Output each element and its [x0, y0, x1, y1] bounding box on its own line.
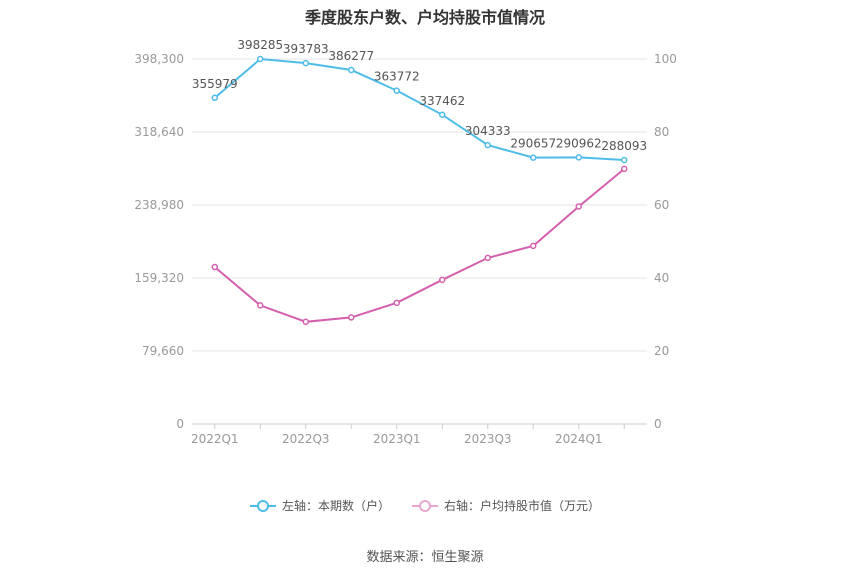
y-right-tick-label: 60	[654, 198, 669, 212]
y-left-tick-label: 318,640	[134, 125, 184, 139]
point-right	[348, 314, 355, 321]
y-left-tick-label: 0	[176, 417, 184, 431]
legend-label-left: 左轴：本期数（户）	[281, 499, 390, 513]
data-label: 363772	[374, 70, 420, 84]
legend-item-left[interactable]: 左轴：本期数（户）	[249, 497, 390, 514]
point-right	[257, 302, 264, 309]
legend-swatch-right-icon	[412, 499, 438, 512]
data-label: 290657	[510, 137, 556, 151]
y-left-tick-label: 79,660	[142, 344, 184, 358]
data-label: 337462	[419, 94, 465, 108]
data-label: 304333	[465, 124, 511, 138]
point-left	[393, 87, 400, 94]
legend-swatch-left-icon	[249, 499, 276, 512]
point-right	[575, 203, 582, 210]
point-left	[211, 94, 218, 102]
x-tick-label: 2022Q3	[282, 432, 330, 446]
chart-title: 季度股东户数、户均持股市值情况	[304, 8, 545, 27]
y-right-tick-label: 20	[654, 344, 669, 358]
point-left	[575, 154, 582, 161]
point-left	[439, 111, 446, 119]
y-left-tick-label: 159,320	[134, 271, 184, 285]
data-label: 288093	[601, 139, 647, 153]
x-tick-label: 2023Q3	[464, 432, 512, 446]
legend-label-right: 右轴：户均持股市值（万元）	[444, 499, 601, 513]
point-left	[621, 156, 628, 164]
point-right	[302, 318, 309, 326]
x-tick-label: 2022Q1	[191, 432, 239, 446]
data-label: 355979	[192, 77, 238, 91]
point-left	[484, 141, 491, 149]
data-label: 393783	[283, 42, 329, 56]
data-label: 386277	[328, 49, 374, 63]
point-right	[211, 263, 218, 271]
y-right-tick-label: 40	[654, 271, 669, 285]
series-line-right	[214, 168, 625, 323]
data-label: 398285	[237, 38, 283, 52]
point-left	[257, 55, 264, 63]
data-label: 290962	[556, 136, 602, 150]
y-right-tick-label: 80	[654, 125, 669, 139]
point-left	[348, 66, 355, 74]
point-right	[439, 276, 446, 284]
y-right-tick-label: 100	[654, 52, 677, 66]
legend-item-right[interactable]: 右轴：户均持股市值（万元）	[412, 497, 600, 514]
point-left	[302, 59, 309, 67]
x-tick-label: 2024Q1	[555, 432, 603, 446]
point-left	[530, 154, 537, 161]
y-left-tick-label: 398,300	[134, 52, 184, 66]
y-left-tick-label: 238,980	[134, 198, 184, 212]
point-right	[621, 165, 628, 173]
chart-legend: 左轴：本期数（户） 右轴：户均持股市值（万元）	[0, 497, 850, 514]
point-right	[530, 242, 537, 250]
series-line-left	[214, 57, 625, 161]
point-right	[393, 299, 400, 307]
y-right-tick-label: 0	[654, 417, 662, 431]
data-source-note: 数据来源：恒生聚源	[366, 550, 484, 565]
point-right	[484, 254, 491, 262]
x-tick-label: 2023Q1	[373, 432, 421, 446]
